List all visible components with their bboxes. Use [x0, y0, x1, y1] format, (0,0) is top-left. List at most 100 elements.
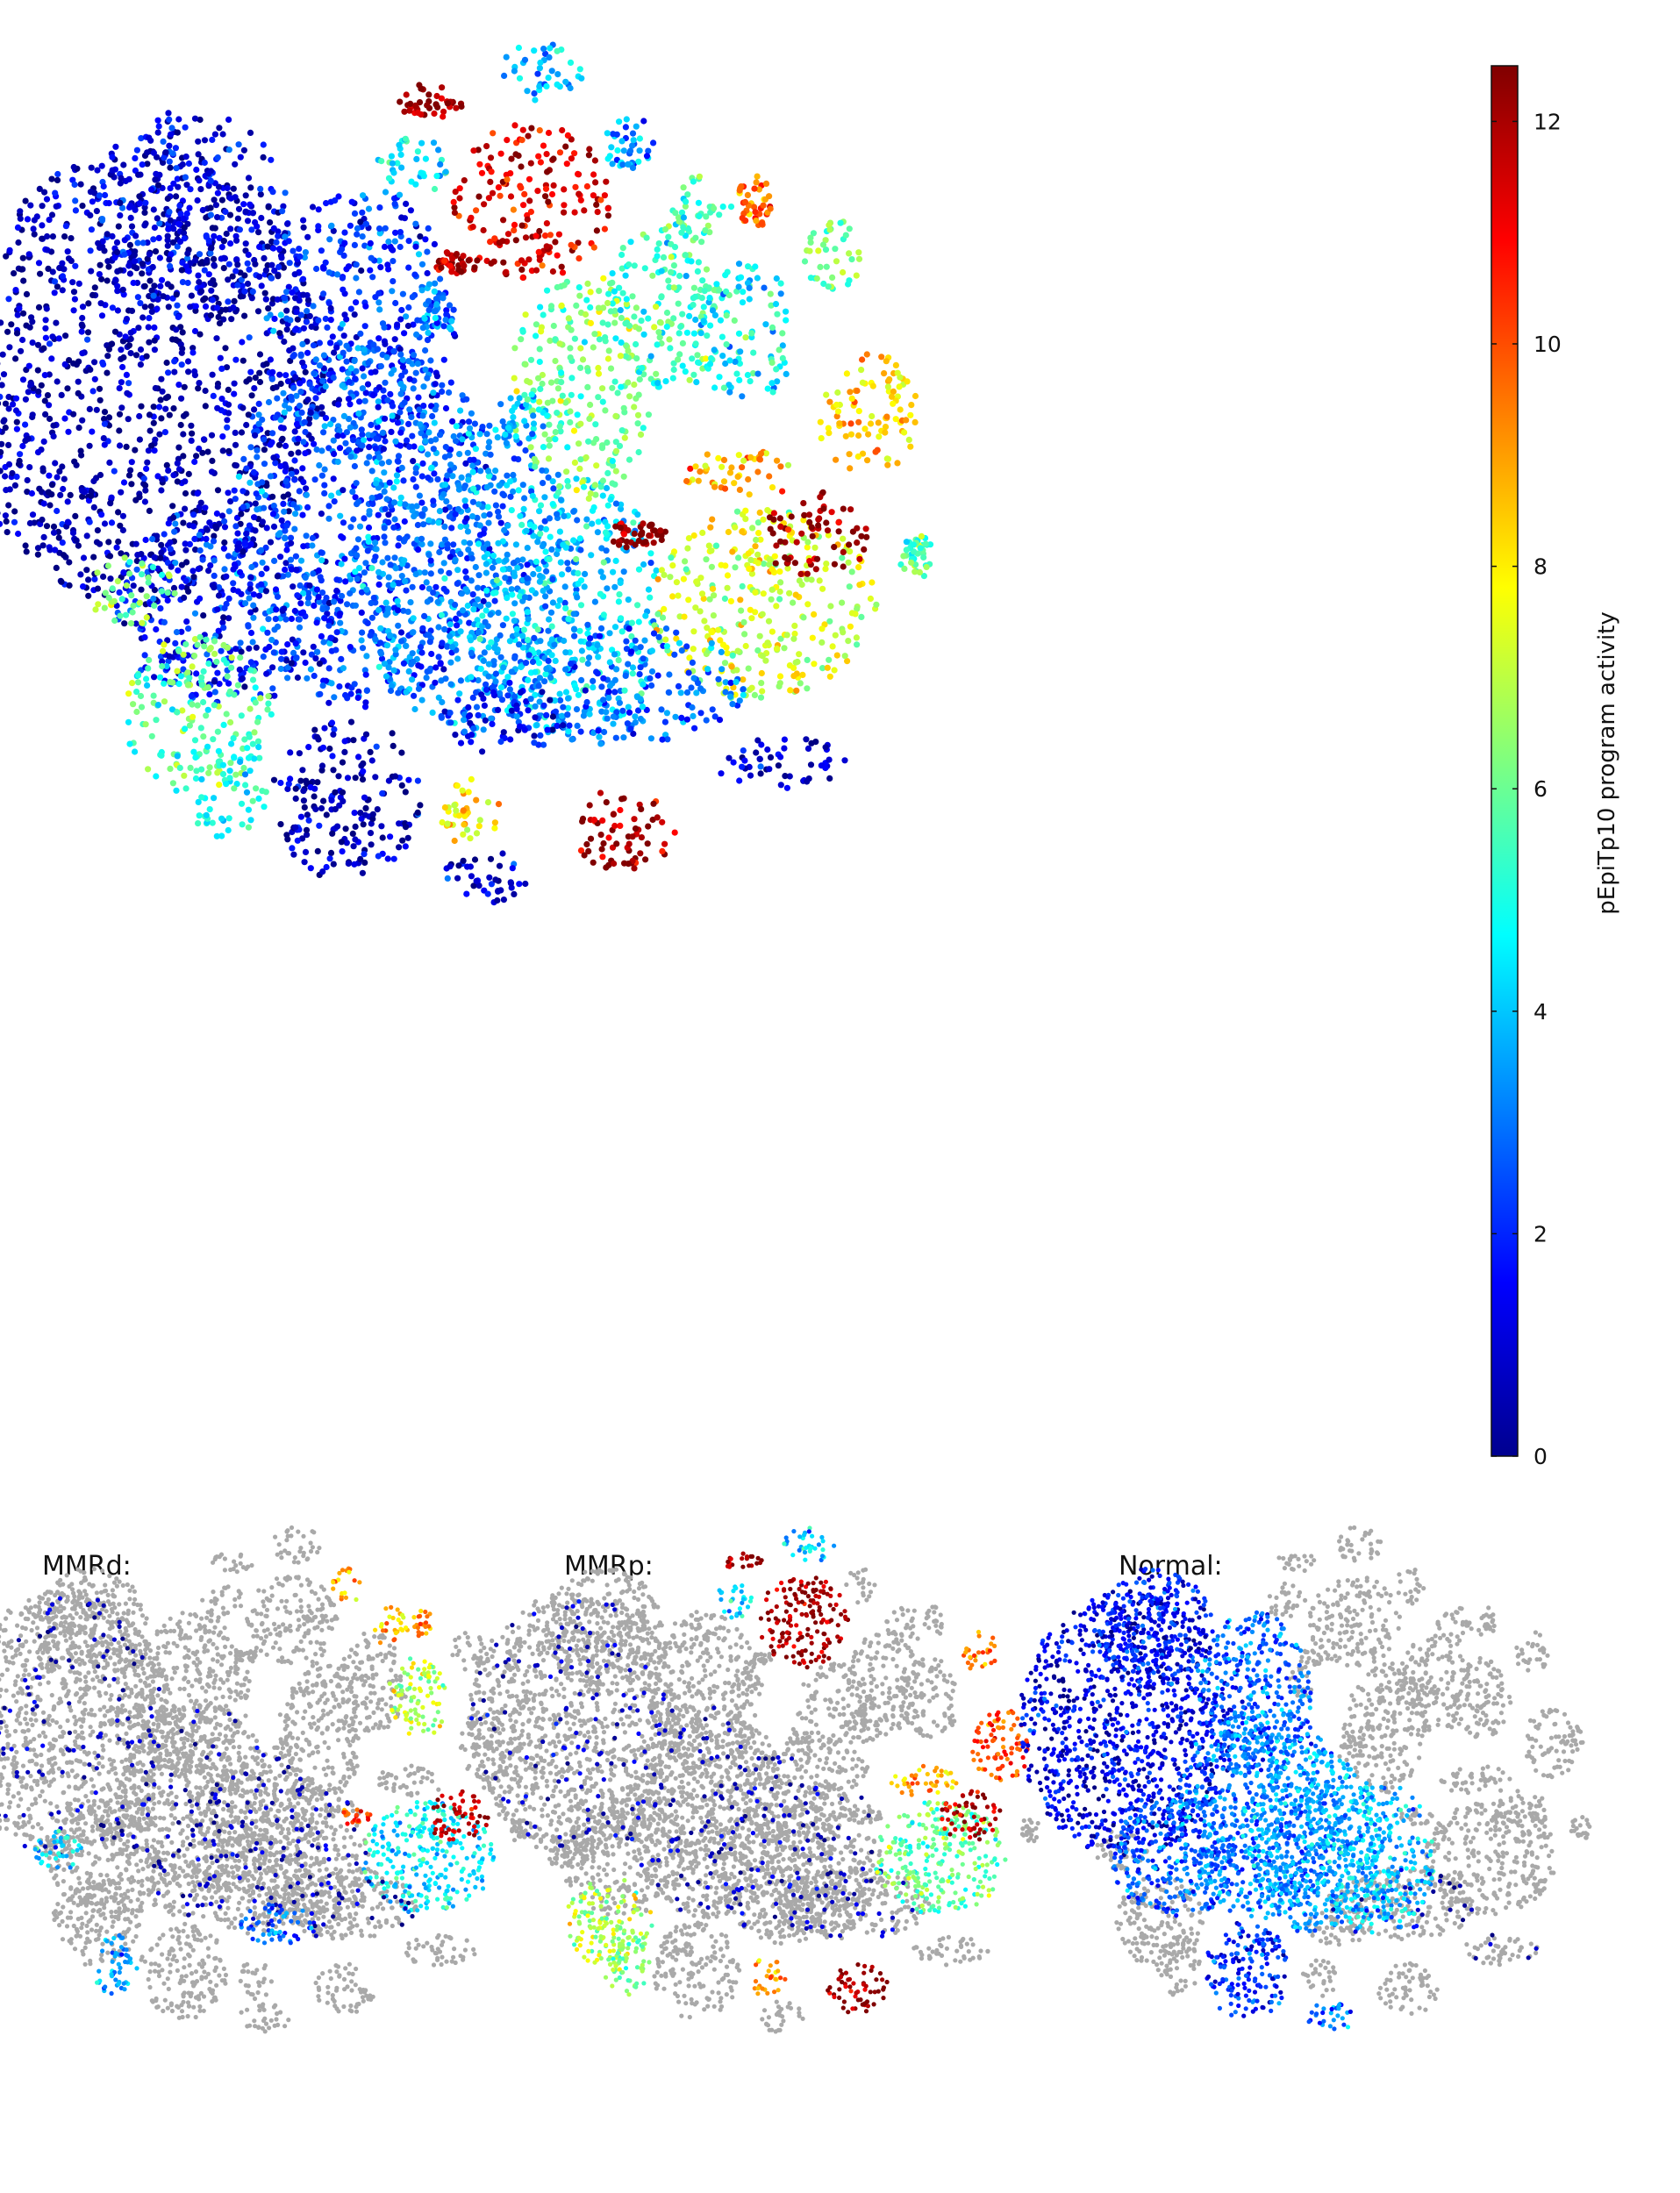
cell-point	[556, 482, 563, 490]
cell-point	[178, 267, 185, 274]
cell-point	[101, 441, 108, 448]
cell-point	[300, 649, 307, 656]
cell-point	[422, 236, 429, 243]
cell-point	[564, 560, 571, 567]
cell-point	[315, 567, 322, 575]
cell-point	[297, 557, 305, 564]
cell-point	[363, 653, 370, 660]
cell-point	[268, 636, 275, 644]
cell-point	[49, 233, 56, 240]
cell-point	[535, 153, 542, 160]
cell-point	[295, 435, 302, 442]
cell-point	[415, 685, 423, 692]
cell-point	[166, 256, 173, 263]
cell-point	[214, 606, 221, 613]
cell-point	[310, 303, 317, 310]
cell-point	[182, 577, 189, 584]
cell-point	[143, 593, 150, 600]
cell-point	[497, 150, 504, 157]
cell-point	[54, 378, 61, 385]
cell-point	[247, 184, 254, 191]
cell-point	[389, 160, 396, 167]
cell-point	[432, 280, 439, 287]
cell-point	[567, 345, 574, 352]
cell-point	[357, 330, 364, 337]
cell-point	[463, 396, 470, 403]
cell-point	[341, 748, 348, 756]
cell-point	[206, 646, 213, 654]
cell-point	[208, 245, 215, 252]
cell-point	[330, 475, 337, 482]
cell-point	[458, 474, 465, 482]
cell-point	[268, 439, 275, 446]
cell-point	[406, 443, 413, 450]
cell-point	[499, 503, 506, 510]
cell-point	[120, 479, 128, 486]
cell-point	[320, 429, 327, 436]
cell-point	[232, 268, 239, 275]
cell-point	[483, 483, 490, 491]
cell-point	[348, 198, 355, 205]
cell-point	[349, 489, 356, 496]
cell-point	[375, 225, 383, 232]
cell-point	[199, 556, 206, 563]
cell-point	[165, 304, 172, 311]
cell-point	[36, 485, 43, 492]
cell-point	[501, 72, 508, 79]
cell-point	[465, 418, 473, 425]
cell-point	[319, 605, 326, 613]
cell-point	[280, 500, 287, 508]
cell-point	[394, 321, 401, 328]
cell-point	[104, 562, 111, 569]
cell-point	[547, 232, 554, 239]
cell-point	[127, 620, 135, 627]
cell-point	[571, 459, 579, 467]
cell-point	[513, 388, 520, 395]
cell-point	[547, 337, 554, 344]
cell-point	[615, 598, 623, 605]
cell-point	[558, 302, 565, 309]
cell-point	[225, 298, 232, 305]
cell-point	[139, 239, 147, 246]
cell-point	[389, 730, 396, 737]
cell-point	[219, 447, 226, 454]
cell-point	[351, 210, 359, 217]
cell-point	[264, 629, 271, 636]
cell-point	[575, 570, 582, 577]
cell-point	[447, 318, 455, 325]
cell-point	[387, 687, 395, 695]
cell-point	[60, 552, 68, 559]
cell-point	[318, 247, 325, 254]
cell-point	[495, 184, 503, 191]
cell-point	[189, 568, 197, 575]
cell-point	[4, 328, 11, 335]
cell-point	[372, 774, 379, 781]
cell-point	[271, 557, 278, 565]
cell-point	[116, 427, 123, 434]
cell-point	[461, 717, 468, 724]
cell-point	[244, 745, 251, 752]
cell-point	[583, 523, 590, 530]
cell-point	[314, 779, 321, 786]
cell-point	[536, 398, 543, 405]
cell-point	[437, 161, 444, 168]
cell-point	[594, 529, 602, 536]
cell-point	[367, 830, 375, 837]
cell-point	[417, 644, 425, 651]
cell-point	[447, 262, 454, 269]
cell-point	[436, 508, 443, 515]
cell-point	[457, 407, 464, 414]
cluster-8	[92, 554, 178, 627]
cell-point	[416, 492, 423, 499]
cell-point	[418, 139, 425, 146]
cell-point	[220, 545, 227, 552]
cell-point	[253, 644, 260, 651]
cell-point	[531, 47, 538, 54]
cell-point	[331, 694, 338, 701]
cell-point	[61, 415, 68, 422]
cell-point	[524, 609, 531, 616]
cell-point	[299, 340, 306, 347]
cell-point	[556, 340, 563, 347]
cell-point	[506, 679, 513, 687]
cell-point	[537, 530, 544, 538]
